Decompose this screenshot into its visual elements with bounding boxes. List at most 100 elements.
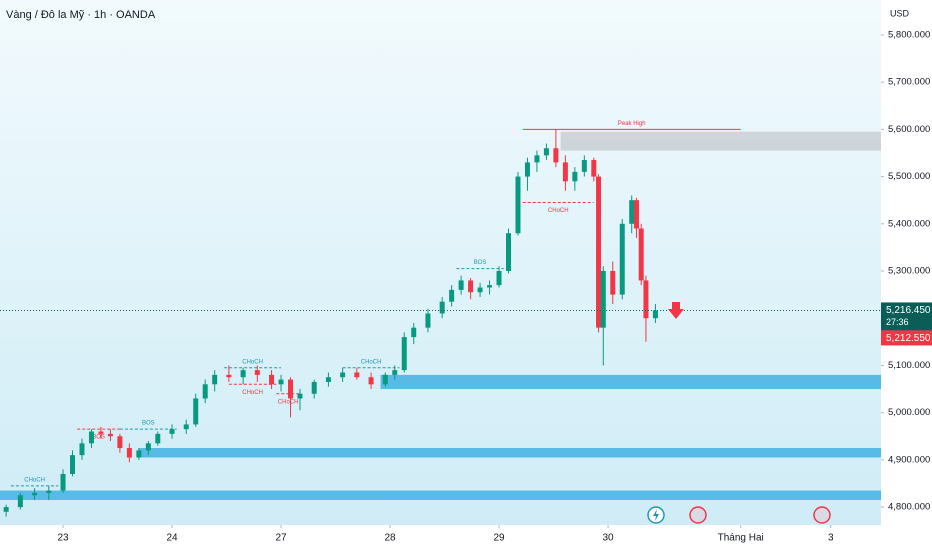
zone xyxy=(138,448,881,458)
candle-body xyxy=(633,200,639,229)
y-tick-label: 4,900.000 xyxy=(888,454,930,465)
candle-body xyxy=(401,337,407,371)
candle-body xyxy=(382,374,388,385)
candle-body xyxy=(543,148,549,156)
candle-body xyxy=(652,310,658,319)
candle-body xyxy=(629,200,635,224)
candle-body xyxy=(425,313,431,328)
candle-body xyxy=(3,507,9,512)
zone xyxy=(560,131,881,151)
y-tick-label: 5,000.000 xyxy=(888,407,930,418)
y-tick-label: 5,100.000 xyxy=(888,360,930,371)
candle-body xyxy=(643,280,649,319)
x-tick-label: 29 xyxy=(493,533,505,544)
x-tick-label: 3 xyxy=(828,533,834,544)
last-price-label: 5,216.450 xyxy=(886,305,931,316)
candle-body xyxy=(619,223,625,295)
annotation-label: CHoCH xyxy=(361,359,382,365)
candle-body xyxy=(226,374,232,378)
candle-body xyxy=(202,384,208,399)
candle-body xyxy=(368,377,374,385)
x-tick-label: 23 xyxy=(57,533,69,544)
x-tick-label: 30 xyxy=(602,533,614,544)
y-tick-label: 5,500.000 xyxy=(888,171,930,182)
candle-body xyxy=(468,280,474,293)
candle-body xyxy=(60,474,66,491)
candle-body xyxy=(88,431,94,444)
candle-body xyxy=(117,436,123,449)
event-icon-flag xyxy=(689,506,707,524)
candle-body xyxy=(496,270,502,286)
candle-body xyxy=(591,160,597,177)
candle-body xyxy=(126,448,132,458)
plot-background xyxy=(0,0,881,525)
bid-box xyxy=(881,330,932,346)
candle-body xyxy=(145,443,151,451)
candle-body xyxy=(477,287,483,293)
candle-body xyxy=(340,372,346,378)
chart-layer: CHoCH BOS BOS CHoCH CHoCH CHoCH CHoCH BOS CHoCH P… xyxy=(0,34,884,528)
event-icon-bolt xyxy=(653,509,659,521)
candle-body xyxy=(212,374,218,385)
bid-label: 5,212.550 xyxy=(886,333,931,344)
candle-body xyxy=(610,270,616,295)
candle-body xyxy=(572,171,578,182)
candle-body xyxy=(32,492,38,496)
candle-body xyxy=(411,327,417,338)
annotation-label: Peak High xyxy=(618,121,646,127)
annotation-label: CHoCH xyxy=(548,208,569,214)
price-axis-panel xyxy=(881,0,932,550)
down-arrow xyxy=(668,302,684,319)
x-tick-label: 24 xyxy=(166,533,178,544)
candle-body xyxy=(581,160,587,172)
event-icon-flag xyxy=(813,506,831,524)
x-tick-label: 27 xyxy=(275,533,287,544)
candle-body xyxy=(506,233,512,271)
candle-body xyxy=(79,443,85,456)
candle-body xyxy=(254,370,260,375)
candle-body xyxy=(70,455,76,475)
candle-body xyxy=(392,370,398,375)
currency: USD xyxy=(890,8,910,18)
annotation-label: CHoCH xyxy=(24,477,45,483)
candle-body xyxy=(325,377,331,382)
annotation-label: CHoCH xyxy=(278,399,299,405)
annotation-label: BOS xyxy=(92,435,105,441)
candle-body xyxy=(439,301,445,314)
chart-title: Vàng / Đô la Mỹ · 1h · OANDA xyxy=(6,9,156,21)
candle-body xyxy=(169,429,175,434)
annotation-label: CHoCH xyxy=(242,390,263,396)
x-tick-label: 28 xyxy=(384,533,396,544)
candle-body xyxy=(458,280,464,290)
candle-body xyxy=(553,148,559,163)
candle-body xyxy=(107,433,113,437)
y-tick-label: 5,800.000 xyxy=(888,29,930,40)
candle-body xyxy=(638,228,644,281)
annotation-label: BOS xyxy=(142,421,155,427)
candle-body xyxy=(98,431,104,434)
zone xyxy=(380,374,881,390)
y-tick-label: 5,400.000 xyxy=(888,218,930,229)
candle-body xyxy=(562,162,568,182)
annotation-label: BOS xyxy=(474,260,487,266)
candle-body xyxy=(17,495,23,508)
candle-body xyxy=(487,285,493,288)
candle-body xyxy=(155,433,161,444)
y-tick-label: 5,700.000 xyxy=(888,77,930,88)
x-tick-label: Tháng Hai xyxy=(718,533,764,544)
zone xyxy=(0,490,881,500)
candle-body xyxy=(534,155,540,163)
annotation-label: CHoCH xyxy=(242,359,263,365)
time-axis-panel xyxy=(0,525,881,550)
candle-body xyxy=(193,398,199,425)
candle-body xyxy=(136,450,142,458)
candle-body xyxy=(596,176,602,328)
last-price-box xyxy=(881,302,932,331)
candle-body xyxy=(46,490,52,493)
candle-body xyxy=(449,289,455,302)
candle-body xyxy=(288,379,294,399)
candle-body xyxy=(311,381,317,394)
candle-body xyxy=(297,393,303,399)
